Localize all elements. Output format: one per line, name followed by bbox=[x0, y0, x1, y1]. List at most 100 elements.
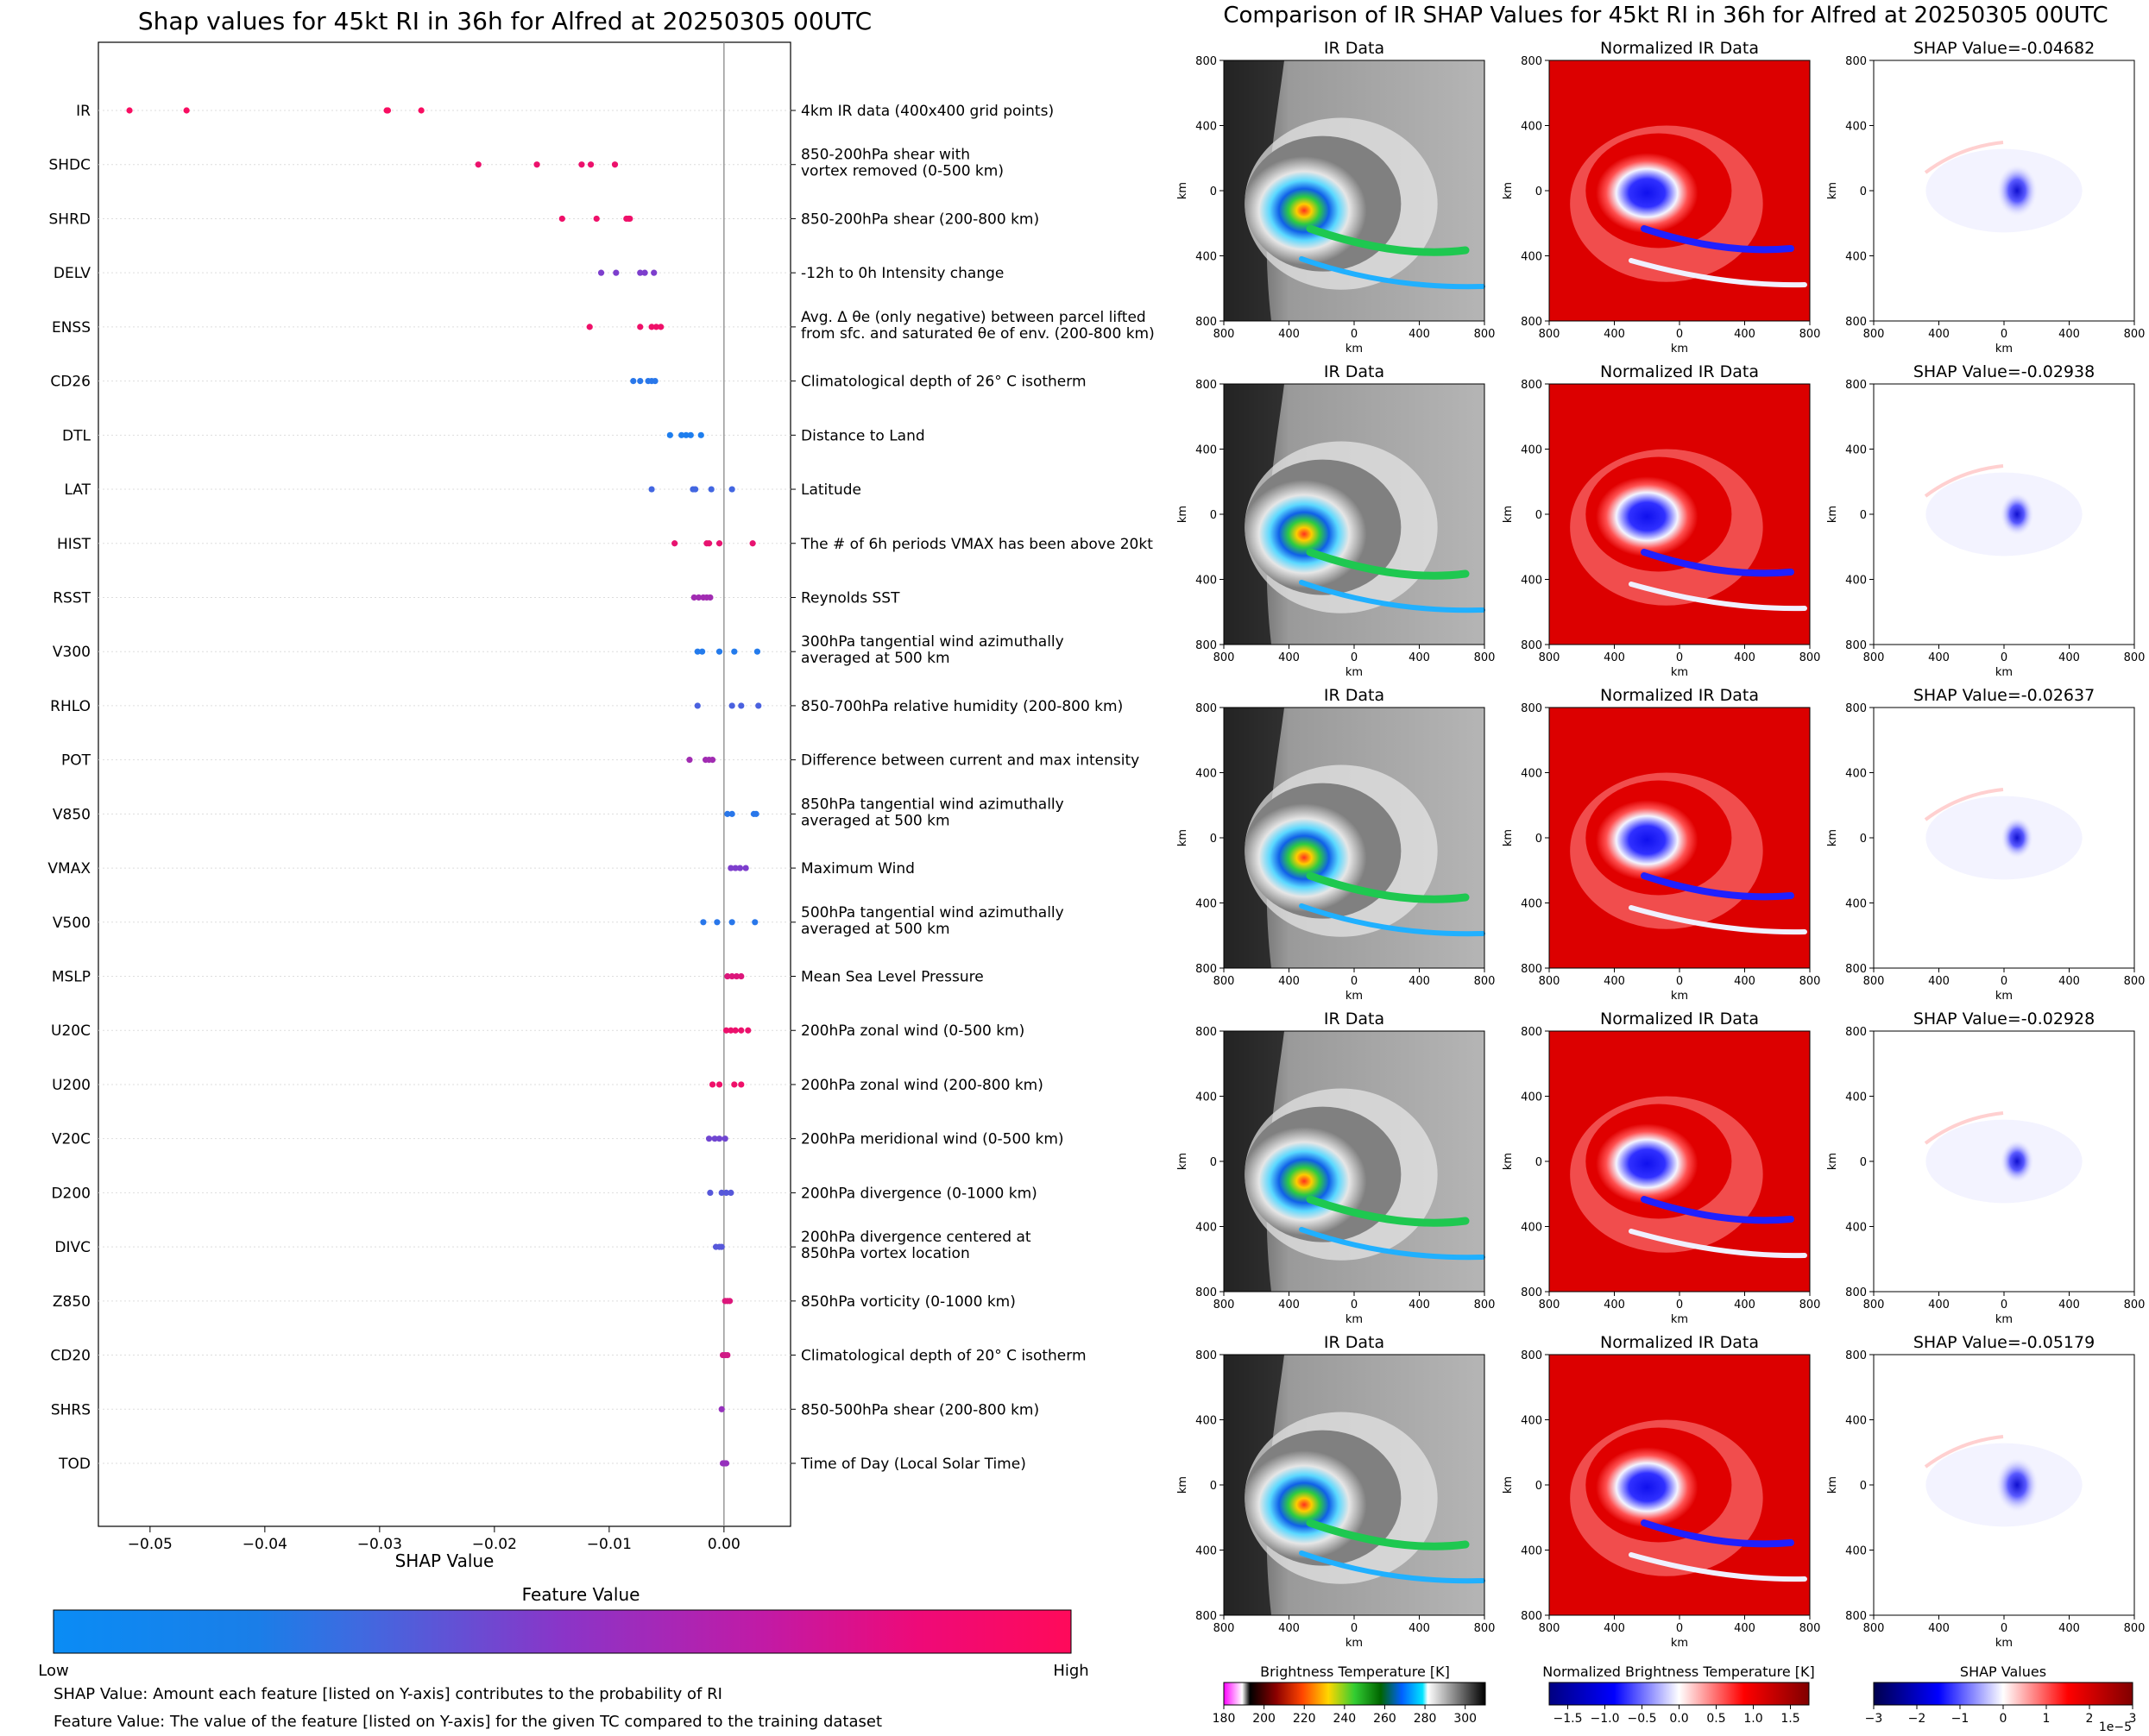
panel-x-tick-label: 400 bbox=[1409, 975, 1430, 988]
feature-label: D200 bbox=[51, 1185, 91, 1202]
panel-y-tick-label: 400 bbox=[1195, 251, 1217, 264]
panel-x-tick-label: 800 bbox=[1863, 1299, 1885, 1311]
panel-y-tick-label: 400 bbox=[1521, 898, 1542, 911]
panel-x-tick-label: 400 bbox=[1734, 1622, 1755, 1635]
feature-description: 850-200hPa shear with bbox=[801, 147, 970, 164]
shap-dot bbox=[715, 1081, 723, 1088]
panel-y-tick-label: 800 bbox=[1845, 963, 1867, 976]
panel-y-tick-label: 400 bbox=[1845, 121, 1867, 134]
colorbar-tick-label: 0.0 bbox=[1669, 1712, 1688, 1726]
shap-colorbar-group: SHAP Values 1e−5 bbox=[1873, 1664, 2133, 1733]
ir-storm-core bbox=[1245, 1430, 1402, 1566]
feature-label: SHDC bbox=[48, 157, 91, 174]
shap-dot bbox=[732, 1027, 739, 1034]
shap-dot bbox=[690, 594, 697, 601]
shap-dot bbox=[678, 431, 685, 438]
panel-x-tick-label: 400 bbox=[1928, 1299, 1950, 1311]
panel-y-tick-label: 400 bbox=[1195, 898, 1217, 911]
colorbar-tick-label: 1.5 bbox=[1780, 1712, 1799, 1726]
x-tick-label: −0.03 bbox=[357, 1536, 402, 1553]
shap-dot bbox=[718, 1406, 725, 1412]
shap-dot bbox=[558, 215, 565, 223]
norm-rainband bbox=[1629, 582, 1807, 612]
feature-description: Maximum Wind bbox=[801, 860, 915, 877]
shap-dot bbox=[722, 1135, 728, 1142]
shap-dot bbox=[715, 1135, 723, 1142]
feature-description: Distance to Land bbox=[801, 427, 925, 444]
panel-x-tick-label: 400 bbox=[1409, 651, 1430, 664]
panel-y-label: km bbox=[1826, 1153, 1839, 1170]
shap-dot bbox=[753, 810, 759, 817]
panel-y-tick-label: 400 bbox=[1521, 251, 1542, 264]
feature-label: CD20 bbox=[50, 1348, 91, 1365]
norm-rainband bbox=[1641, 549, 1794, 577]
shap-dot bbox=[728, 865, 734, 871]
shap-panel-title: SHAP Value=-0.02938 bbox=[1913, 362, 2095, 381]
panel-y-label: km bbox=[1176, 1476, 1189, 1494]
colorbar-tick-label: 300 bbox=[1453, 1712, 1477, 1726]
normalized-colorbar-group: Normalized Brightness Temperature [K] bbox=[1542, 1664, 1815, 1706]
panel-y-tick-label: 0 bbox=[1210, 1480, 1217, 1493]
panel-x-tick-label: 400 bbox=[1278, 651, 1300, 664]
panel-x-tick-label: 400 bbox=[1278, 328, 1300, 341]
panel-y-tick-label: 800 bbox=[1195, 963, 1217, 976]
shap-dot bbox=[695, 594, 703, 601]
panel-y-tick-label: 800 bbox=[1195, 55, 1217, 68]
panel-y-tick-label: 400 bbox=[1521, 768, 1542, 781]
feature-label: TOD bbox=[58, 1456, 91, 1473]
panel-x-tick-label: 400 bbox=[1409, 1299, 1430, 1311]
ir-rainband bbox=[1299, 580, 1485, 613]
norm-storm-core bbox=[1585, 133, 1732, 248]
shap-dot bbox=[718, 1243, 725, 1250]
shap-dot bbox=[666, 431, 673, 438]
colorbar-low-label: Low bbox=[38, 1662, 68, 1680]
shap-positive-streak bbox=[1924, 788, 2004, 821]
feature-label: VMAX bbox=[47, 860, 91, 877]
panel-x-tick-label: 800 bbox=[1213, 1299, 1235, 1311]
panel-y-tick-label: 800 bbox=[1521, 1349, 1542, 1362]
x-tick-label: −0.05 bbox=[128, 1536, 173, 1553]
panel-y-tick-label: 800 bbox=[1195, 1610, 1217, 1623]
panel-x-tick-label: 800 bbox=[2124, 328, 2146, 341]
shap-positive-streak bbox=[1924, 141, 2004, 174]
panel-x-tick-label: 400 bbox=[1734, 975, 1755, 988]
ir-rainband bbox=[1299, 256, 1485, 290]
colorbar-tick-label: 1.0 bbox=[1743, 1712, 1762, 1726]
feature-description: Avg. Δ θe (only negative) between parcel… bbox=[801, 309, 1146, 326]
shap-dot bbox=[652, 378, 659, 385]
feature-labels: IR SHDC SHRD DELV ENSS CD26 DTL LAT HIST RSST V300… bbox=[47, 103, 796, 1473]
panel-x-tick-label: 800 bbox=[1799, 1299, 1821, 1311]
panel-y-tick-label: 0 bbox=[1535, 1156, 1542, 1169]
feature-description: from sfc. and saturated θe of env. (200-… bbox=[801, 325, 1155, 343]
panel-x-label: km bbox=[1671, 666, 1688, 679]
feature-label: IR bbox=[76, 103, 91, 120]
feature-label: RSST bbox=[53, 589, 91, 607]
shap-dot bbox=[686, 757, 693, 764]
shap-dot bbox=[700, 919, 707, 926]
feature-label: DELV bbox=[54, 265, 91, 282]
feature-gridlines bbox=[98, 110, 791, 1464]
shap-dot bbox=[611, 161, 619, 168]
feature-description: 4km IR data (400x400 grid points) bbox=[801, 103, 1054, 120]
panel-y-tick-label: 400 bbox=[1521, 121, 1542, 134]
shap-dot bbox=[728, 702, 735, 709]
colorbar-tick-label: −1 bbox=[1951, 1712, 1969, 1726]
shap-dot bbox=[728, 486, 735, 493]
shap-dot bbox=[648, 324, 655, 330]
panel-y-tick-label: 0 bbox=[1535, 833, 1542, 846]
shap-panel-title: SHAP Value=-0.05179 bbox=[1913, 1333, 2095, 1352]
normalized-colorbar-title: Normalized Brightness Temperature [K] bbox=[1542, 1664, 1815, 1680]
panel-x-tick-label: 400 bbox=[1604, 328, 1625, 341]
shap-dot bbox=[714, 919, 721, 926]
shap-dot bbox=[736, 865, 744, 871]
panel-x-tick-label: 800 bbox=[2124, 651, 2146, 664]
ir-panel-title: IR Data bbox=[1324, 1010, 1384, 1028]
colorbar-tick-label: 240 bbox=[1333, 1712, 1356, 1726]
panel-y-tick-label: 800 bbox=[1845, 1610, 1867, 1623]
normalized-panel-title: Normalized IR Data bbox=[1600, 1333, 1759, 1352]
panel-x-tick-label: 0 bbox=[1351, 328, 1358, 341]
